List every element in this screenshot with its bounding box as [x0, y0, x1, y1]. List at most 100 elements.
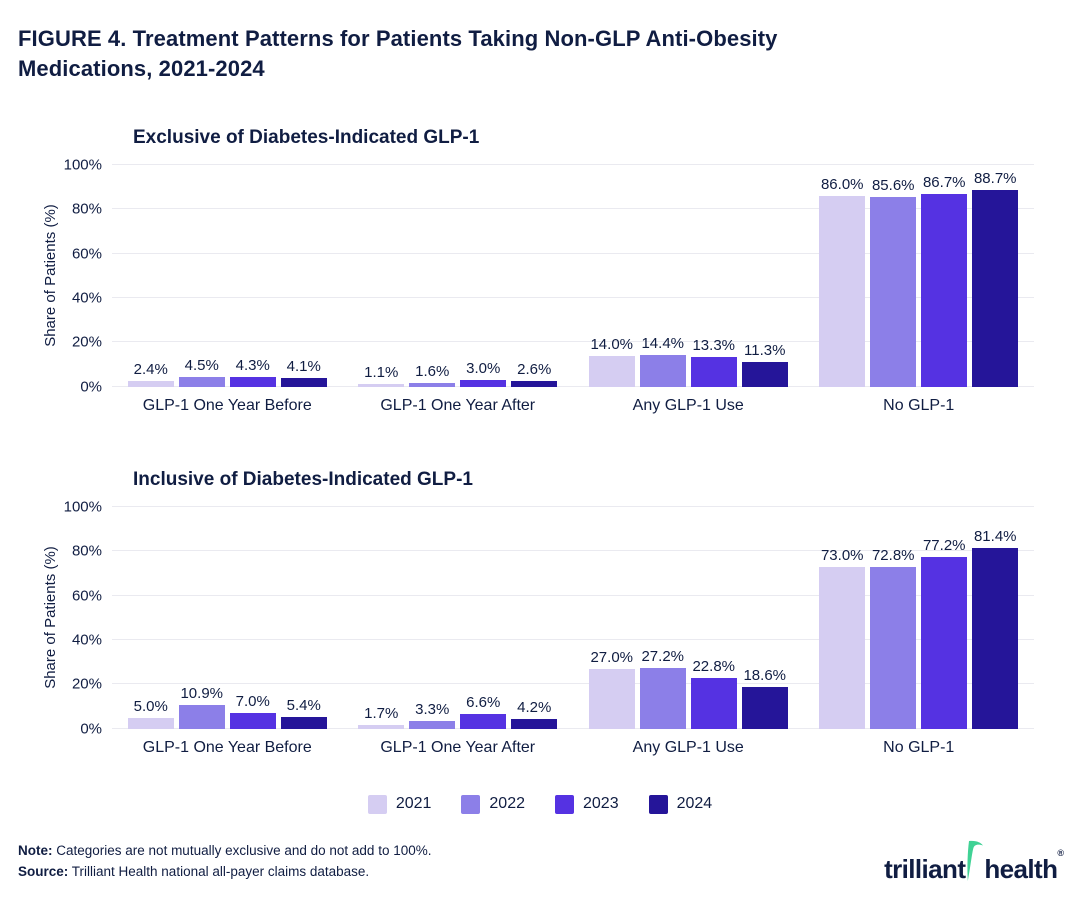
chart-inclusive-glp1: Inclusive of Diabetes-Indicated GLP-1 Sh…	[0, 469, 1080, 757]
bar-value-label: 4.5%	[184, 356, 219, 374]
bar-2024	[741, 361, 788, 387]
bar-value-label: 77.2%	[922, 537, 966, 555]
gridline	[112, 163, 1034, 165]
bar-group: 2.4% 4.5% 4.3% 4.1%	[112, 165, 343, 387]
source-text: Trilliant Health national all-payer clai…	[68, 864, 370, 880]
bar-value-label: 4.2%	[517, 699, 552, 717]
bar-value-label: 5.0%	[133, 697, 168, 715]
figure-title-line2: Medications, 2021-2024	[18, 56, 265, 82]
bar-value-label: 4.1%	[286, 357, 321, 375]
legend-swatch-2023	[555, 794, 574, 814]
bar-value-label: 86.7%	[922, 174, 966, 192]
bar-value-label: 3.0%	[466, 360, 501, 378]
bar-with-label: 72.8%	[870, 507, 917, 729]
bar-value-label: 85.6%	[871, 176, 915, 194]
bar-2021	[819, 566, 866, 729]
chart-subtitle: Exclusive of Diabetes-Indicated GLP-1	[133, 126, 480, 148]
plot-area: Share of Patients (%) 0% 20% 40% 60% 80% 100%…	[42, 499, 1034, 736]
bar-group: 27.0% 27.2% 22.8% 18.6%	[573, 507, 804, 729]
legend-label: 2024	[676, 795, 713, 813]
source-label: Source:	[18, 864, 69, 880]
bar-value-label: 22.8%	[692, 658, 736, 676]
gridline	[112, 683, 1034, 685]
chart-exclusive-glp1: Exclusive of Diabetes-Indicated GLP-1 Sh…	[0, 127, 1080, 415]
bar-value-label: 10.9%	[180, 684, 224, 702]
bar-with-label: 81.4%	[972, 507, 1019, 729]
bar-2023	[460, 380, 507, 387]
note-line: Note: Categories are not mutually exclus…	[18, 840, 431, 862]
bar-with-label: 1.7%	[358, 507, 405, 729]
bar-2021	[127, 381, 174, 387]
bar-with-label: 3.3%	[409, 507, 456, 729]
bar-2021	[358, 724, 405, 729]
bar-value-label: 18.6%	[743, 667, 787, 685]
bar-2022	[639, 668, 686, 729]
y-tick-label: 80%	[71, 200, 102, 218]
figure-page: FIGURE 4. Treatment Patterns for Patient…	[0, 24, 1080, 921]
legend-swatch-2024	[648, 794, 668, 814]
logo-word-health: health	[984, 854, 1058, 885]
bar-value-label: 1.6%	[415, 363, 450, 381]
bar-2021	[819, 195, 866, 387]
bar-group: 1.7% 3.3% 6.6% 4.2%	[343, 507, 574, 729]
category-label: GLP-1 One Year After	[380, 738, 536, 756]
bar-with-label: 73.0%	[819, 507, 866, 729]
y-tick-label: 0%	[80, 720, 102, 738]
bar-value-label: 1.1%	[364, 364, 399, 382]
bar-with-label: 4.2%	[511, 507, 558, 729]
bar-with-label: 85.6%	[870, 165, 917, 387]
bar-2022	[639, 354, 686, 387]
bar-2021	[358, 384, 405, 387]
gridline	[112, 385, 1034, 387]
bar-2023	[229, 713, 276, 729]
bar-with-label: 4.1%	[280, 165, 327, 387]
y-tick-label: 100%	[63, 156, 102, 174]
gridline	[112, 341, 1034, 343]
y-tick-label: 100%	[63, 498, 102, 516]
bar-value-label: 4.3%	[235, 357, 270, 375]
bar-value-label: 81.4%	[973, 528, 1017, 546]
bar-2024	[972, 189, 1019, 387]
footer-notes: Note: Categories are not mutually exclus…	[18, 840, 431, 883]
y-tick-label: 40%	[71, 289, 102, 307]
bar-with-label: 4.5%	[178, 165, 225, 387]
gridline	[112, 252, 1034, 254]
gridline	[112, 505, 1034, 507]
y-tick-label: 0%	[80, 378, 102, 396]
bar-with-label: 5.4%	[280, 507, 327, 729]
bar-2021	[588, 355, 635, 387]
bar-with-label: 86.0%	[819, 165, 866, 387]
bar-2023	[690, 357, 737, 387]
bar-2022	[870, 196, 917, 387]
bar-value-label: 5.4%	[286, 696, 321, 714]
y-tick-label: 60%	[71, 245, 102, 263]
bar-2024	[280, 377, 327, 387]
y-axis-title: Share of Patients (%)	[41, 204, 59, 348]
bar-value-label: 3.3%	[415, 701, 450, 719]
y-tick-label: 80%	[71, 542, 102, 560]
source-line: Source: Trilliant Health national all-pa…	[18, 861, 431, 883]
bar-group: 14.0% 14.4% 13.3% 11.3%	[573, 165, 804, 387]
bar-with-label: 88.7%	[972, 165, 1019, 387]
legend-item-2022: 2022	[461, 794, 525, 814]
bar-2022	[870, 567, 917, 729]
legend-item-2023: 2023	[555, 794, 619, 814]
bar-2024	[511, 380, 558, 387]
bar-2023	[460, 714, 507, 729]
note-text: Categories are not mutually exclusive an…	[52, 842, 432, 858]
bar-2022	[409, 721, 456, 729]
bar-with-label: 11.3%	[741, 165, 788, 387]
chart-subtitle: Inclusive of Diabetes-Indicated GLP-1	[133, 468, 473, 490]
bar-group: 86.0% 85.6% 86.7% 88.7%	[804, 165, 1035, 387]
bar-2023	[921, 194, 968, 387]
bar-2023	[229, 377, 276, 387]
category-label: GLP-1 One Year After	[380, 396, 536, 414]
chart-body: Share of Patients (%) 0% 20% 40% 60% 80% 100%…	[0, 157, 1080, 415]
bar-with-label: 6.6%	[460, 507, 507, 729]
bar-value-label: 13.3%	[692, 337, 736, 355]
trilliant-health-logo: trilliant health ®	[884, 840, 1064, 882]
y-axis-title: Share of Patients (%)	[41, 546, 59, 690]
bar-value-label: 14.4%	[641, 334, 685, 352]
bar-with-label: 5.0%	[127, 507, 174, 729]
figure-title-line1: FIGURE 4. Treatment Patterns for Patient…	[18, 26, 778, 51]
